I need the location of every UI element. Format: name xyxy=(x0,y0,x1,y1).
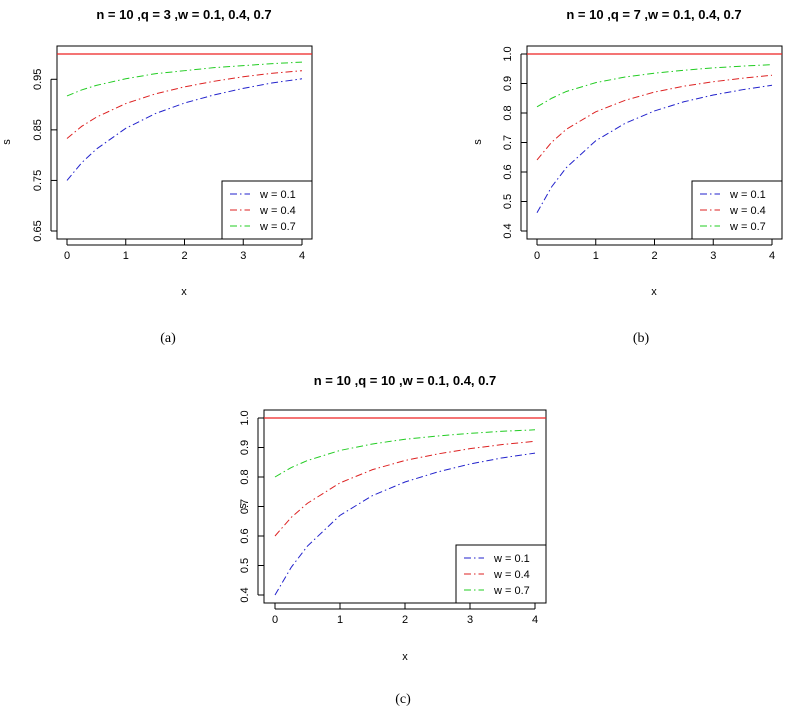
x-tick-label: 0 xyxy=(534,250,540,262)
x-tick-label: 4 xyxy=(769,250,775,262)
y-tick-label: 0.6 xyxy=(239,528,251,543)
chart-title: n = 10 ,q = 3 ,w = 0.1, 0.4, 0.7 xyxy=(96,7,271,22)
x-tick-label: 3 xyxy=(467,614,473,626)
legend-label: w = 0.4 xyxy=(729,205,766,217)
series-line-2 xyxy=(66,70,303,139)
x-tick-label: 1 xyxy=(593,250,599,262)
legend-label: w = 0.1 xyxy=(729,189,766,201)
y-tick-label: 0.4 xyxy=(502,223,514,238)
series-line-3 xyxy=(536,64,773,108)
x-tick-label: 3 xyxy=(710,250,716,262)
series-line-1 xyxy=(66,78,303,181)
y-tick-label: 0.8 xyxy=(239,469,251,484)
y-tick-label: 0.5 xyxy=(502,194,514,209)
legend-label: w = 0.4 xyxy=(259,205,296,217)
y-tick-label: 0.8 xyxy=(502,105,514,120)
series-line-3 xyxy=(274,429,536,478)
chart-panel-1: n = 10 ,q = 3 ,w = 0.1, 0.4, 0.7 0 1 2 3 4 0.6… xyxy=(1,7,313,346)
chart-panel-3: n = 10 ,q = 10 ,w = 0.1, 0.4, 0.7 0 1 2 3 4 0.… xyxy=(237,373,547,707)
y-tick-label: 0.6 xyxy=(502,164,514,179)
series-line-2 xyxy=(274,440,536,537)
x-axis-label: x xyxy=(651,286,657,298)
x-tick-label: 2 xyxy=(402,614,408,626)
x-tick-label: 1 xyxy=(123,250,129,262)
y-tick-label: 0.5 xyxy=(239,558,251,573)
x-tick-label: 1 xyxy=(337,614,343,626)
y-tick-label: 0.65 xyxy=(32,220,44,241)
series-line-2 xyxy=(536,74,773,161)
x-tick-label: 2 xyxy=(181,250,187,262)
y-tick-label: 0.9 xyxy=(502,76,514,91)
series-line-3 xyxy=(66,61,303,97)
y-tick-label: 0.9 xyxy=(239,440,251,455)
legend-label: w = 0.1 xyxy=(259,189,296,201)
x-tick-label: 2 xyxy=(651,250,657,262)
panel-caption: (c) xyxy=(395,692,411,707)
panel-caption: (a) xyxy=(160,331,176,346)
legend: w = 0.1 w = 0.4 w = 0.7 xyxy=(221,180,313,240)
chart-panel-2: n = 10 ,q = 7 ,w = 0.1, 0.4, 0.7 0 1 2 3 4 0.4… xyxy=(472,7,783,346)
series-line-1 xyxy=(274,452,536,596)
y-tick-label: 0.4 xyxy=(239,587,251,602)
y-tick-label: 1.0 xyxy=(502,46,514,61)
y-axis-label: s xyxy=(472,139,484,145)
legend-label: w = 0.7 xyxy=(729,221,766,233)
x-axis-label: x xyxy=(402,651,408,663)
y-tick-label: 1.0 xyxy=(239,410,251,425)
y-tick-label: 0.75 xyxy=(32,170,44,191)
legend-label: w = 0.1 xyxy=(493,553,530,565)
legend: w = 0.1 w = 0.4 w = 0.7 xyxy=(455,544,547,604)
y-tick-label: 0.85 xyxy=(32,119,44,140)
legend-label: w = 0.4 xyxy=(493,569,530,581)
x-tick-label: 4 xyxy=(532,614,538,626)
chart-title: n = 10 ,q = 10 ,w = 0.1, 0.4, 0.7 xyxy=(314,373,496,388)
x-tick-label: 0 xyxy=(272,614,278,626)
x-tick-label: 3 xyxy=(240,250,246,262)
y-axis-label: s xyxy=(1,139,13,145)
y-tick-label: 0.95 xyxy=(32,69,44,90)
chart-title: n = 10 ,q = 7 ,w = 0.1, 0.4, 0.7 xyxy=(566,7,741,22)
x-axis-label: x xyxy=(181,286,187,298)
legend-label: w = 0.7 xyxy=(493,585,530,597)
series-line-1 xyxy=(536,84,773,213)
legend: w = 0.1 w = 0.4 w = 0.7 xyxy=(691,180,783,240)
y-axis-label: s xyxy=(237,503,249,509)
panel-caption: (b) xyxy=(633,331,650,346)
x-tick-label: 4 xyxy=(299,250,305,262)
x-tick-label: 0 xyxy=(64,250,70,262)
legend-label: w = 0.7 xyxy=(259,221,296,233)
y-tick-label: 0.7 xyxy=(239,499,251,514)
y-tick-label: 0.7 xyxy=(502,135,514,150)
